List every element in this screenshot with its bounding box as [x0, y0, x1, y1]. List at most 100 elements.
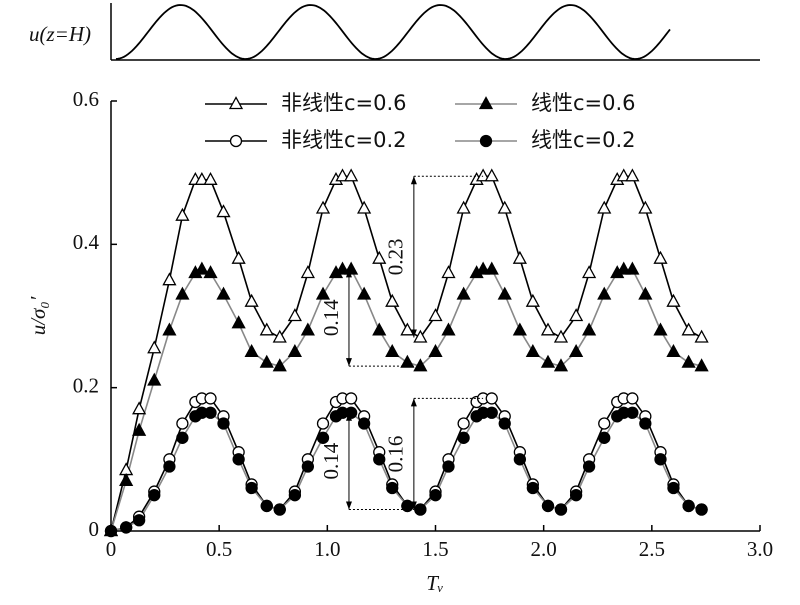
data-point [147, 340, 162, 354]
data-point [497, 286, 512, 300]
data-point [203, 265, 218, 279]
data-point [525, 293, 540, 307]
data-point [582, 322, 597, 336]
data-point [569, 489, 583, 502]
data-point [244, 343, 259, 357]
data-point [484, 261, 499, 275]
arrow-head [345, 358, 352, 367]
data-point [231, 315, 246, 329]
data-point [475, 168, 491, 182]
data-point [638, 200, 653, 214]
data-point [441, 322, 456, 336]
data-point [553, 358, 569, 372]
data-point [513, 453, 527, 466]
data-point [682, 499, 695, 513]
data-point [541, 499, 555, 513]
data-point [316, 431, 330, 444]
data-point [194, 171, 209, 185]
series-line [110, 175, 702, 532]
data-point [203, 171, 218, 185]
data-point [597, 286, 612, 300]
data-point [259, 354, 274, 368]
data-point [497, 200, 512, 214]
data-point [260, 499, 273, 513]
data-point [335, 168, 350, 182]
data-point [335, 261, 350, 275]
x-tick-label: 3.0 [747, 537, 773, 561]
data-point [457, 431, 470, 444]
data-point [175, 207, 190, 221]
data-point [163, 460, 176, 473]
data-point [681, 322, 696, 336]
legend-label: 线性c=0.6 [531, 91, 636, 115]
data-point [288, 489, 302, 502]
data-point [638, 286, 653, 300]
data-point [232, 453, 245, 466]
data-point [119, 472, 134, 486]
data-point [485, 406, 498, 419]
data-point [259, 322, 274, 336]
data-point [385, 293, 400, 307]
legend-marker [229, 134, 243, 148]
data-point [540, 354, 556, 368]
data-point [400, 354, 415, 368]
data-point [132, 422, 147, 436]
x-tick-label: 2.0 [531, 537, 557, 561]
data-point [666, 293, 681, 307]
data-point [428, 343, 443, 357]
data-point [484, 168, 499, 182]
annotation-label: 0.14 [319, 299, 343, 336]
data-point [315, 200, 331, 214]
x-tick-label: 2.5 [639, 537, 665, 561]
data-point [681, 354, 696, 368]
data-point [485, 392, 498, 405]
arrow-head [345, 501, 352, 510]
data-point [666, 343, 681, 357]
data-point [653, 250, 668, 264]
data-point [119, 521, 133, 534]
data-point [616, 261, 631, 275]
data-point [162, 322, 177, 336]
data-point [385, 343, 400, 357]
y-tick-label: 0 [89, 517, 100, 541]
data-point [442, 460, 455, 473]
arrow-head [345, 269, 352, 278]
data-point [694, 358, 709, 372]
data-point [344, 392, 358, 405]
data-point [428, 308, 443, 322]
x-tick-label: 0.5 [206, 537, 232, 561]
data-point [344, 168, 359, 182]
data-point [244, 293, 259, 307]
data-point [695, 503, 708, 516]
data-point [204, 406, 217, 419]
data-point [216, 204, 231, 218]
data-point [626, 392, 639, 405]
data-point [626, 406, 639, 419]
data-point [287, 308, 302, 322]
data-point [625, 168, 640, 182]
data-point [625, 261, 640, 275]
x-tick-label: 1.5 [422, 537, 448, 561]
data-point [344, 406, 358, 419]
data-point [231, 250, 246, 264]
data-point [373, 453, 386, 466]
data-point [414, 503, 427, 516]
data-point [456, 200, 471, 214]
data-point [372, 250, 387, 264]
data-point [176, 431, 189, 444]
arrow-head [410, 398, 417, 407]
x-tick-label: 0 [106, 537, 117, 561]
legend-marker [478, 96, 494, 110]
data-point [386, 481, 399, 495]
data-point [639, 417, 652, 430]
data-point [616, 168, 631, 182]
data-point [553, 329, 569, 343]
data-point [175, 286, 190, 300]
arrow-head [410, 176, 417, 185]
data-point [413, 329, 428, 343]
y-axis-label: u/σ₀′ [26, 296, 50, 335]
data-point [540, 322, 556, 336]
data-point [162, 272, 177, 286]
data-point [315, 286, 331, 300]
